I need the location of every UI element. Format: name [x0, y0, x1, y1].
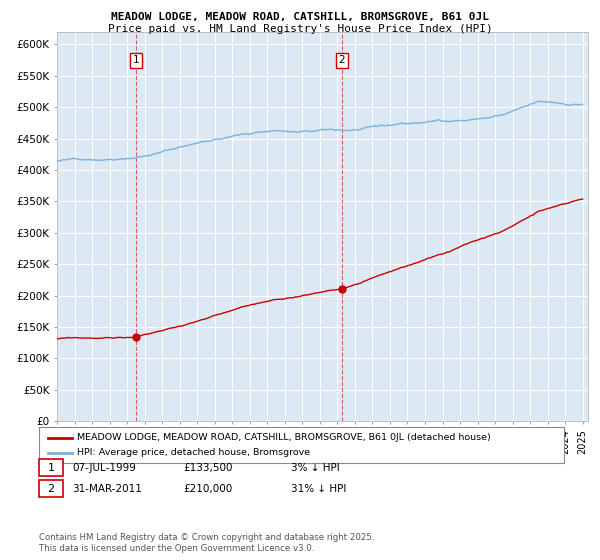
Text: Price paid vs. HM Land Registry's House Price Index (HPI): Price paid vs. HM Land Registry's House …: [107, 24, 493, 34]
Text: 2: 2: [338, 55, 345, 65]
Text: Contains HM Land Registry data © Crown copyright and database right 2025.
This d: Contains HM Land Registry data © Crown c…: [39, 533, 374, 553]
Text: HPI: Average price, detached house, Bromsgrove: HPI: Average price, detached house, Brom…: [77, 449, 310, 458]
Text: 2: 2: [47, 484, 55, 494]
Text: £210,000: £210,000: [183, 484, 232, 494]
Text: 31% ↓ HPI: 31% ↓ HPI: [291, 484, 346, 494]
Text: 1: 1: [133, 55, 140, 65]
Text: MEADOW LODGE, MEADOW ROAD, CATSHILL, BROMSGROVE, B61 0JL: MEADOW LODGE, MEADOW ROAD, CATSHILL, BRO…: [111, 12, 489, 22]
Text: £133,500: £133,500: [183, 463, 233, 473]
Text: MEADOW LODGE, MEADOW ROAD, CATSHILL, BROMSGROVE, B61 0JL (detached house): MEADOW LODGE, MEADOW ROAD, CATSHILL, BRO…: [77, 433, 491, 442]
Text: 31-MAR-2011: 31-MAR-2011: [72, 484, 142, 494]
Text: 1: 1: [47, 463, 55, 473]
Text: 3% ↓ HPI: 3% ↓ HPI: [291, 463, 340, 473]
Text: 07-JUL-1999: 07-JUL-1999: [72, 463, 136, 473]
